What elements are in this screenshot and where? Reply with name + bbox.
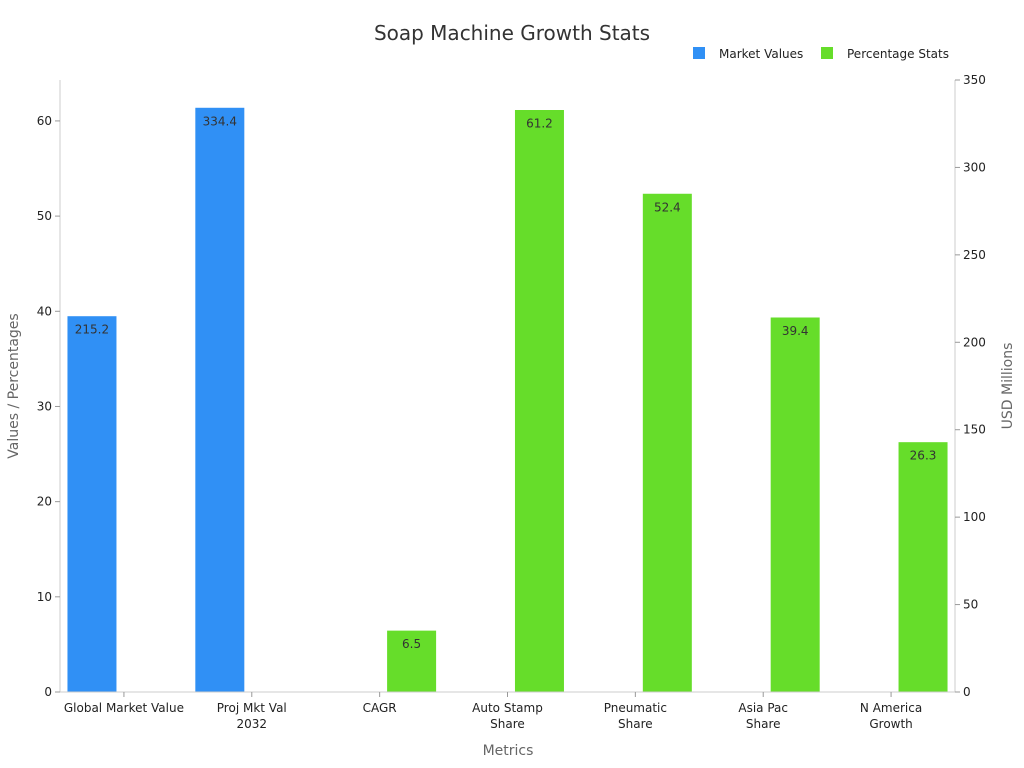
y-right-tick-label: 200: [963, 335, 986, 349]
x-axis-title: Metrics: [483, 743, 534, 759]
y-right-tick-label: 50: [963, 598, 978, 612]
x-tick-label: Asia Pac Share: [738, 701, 788, 731]
x-tick-label-line: Pneumatic: [604, 701, 667, 715]
x-tick-label-line: Asia Pac: [738, 701, 788, 715]
x-axis-ticks: Global Market Value Proj Mkt Val 2032 CAGR A…: [64, 692, 922, 731]
y-left-tick-label: 40: [37, 304, 52, 318]
x-tick-label-line: Share: [490, 717, 525, 731]
bar-value-label: 52.4: [654, 200, 681, 214]
bar-value-label: 334.4: [203, 114, 237, 128]
bars: 215.2 334.4 6.5 61.2 52.4 39.4 26.3: [66, 106, 949, 693]
y-left-tick-label: 20: [37, 495, 52, 509]
bar-percentage-stats: [386, 629, 438, 693]
bar-value-label: 6.5: [402, 637, 421, 651]
x-tick-label-line: Proj Mkt Val: [217, 701, 287, 715]
x-tick-label-line: Share: [618, 717, 653, 731]
x-tick-label: CAGR: [363, 701, 397, 715]
legend-label: Percentage Stats: [847, 47, 949, 61]
bar-value-label: 61.2: [526, 117, 553, 131]
y-axis-right-ticks: 0 50 100 150 200 250 300 350: [955, 73, 986, 699]
bar-percentage-stats: [513, 109, 565, 693]
y-right-tick-label: 150: [963, 423, 986, 437]
x-tick-label: Auto Stamp Share: [472, 701, 543, 731]
x-tick-label: Global Market Value: [64, 701, 184, 715]
y-axis-left-title: Values / Percentages: [6, 313, 22, 458]
y-left-tick-label: 30: [37, 399, 52, 413]
x-tick-label-line: N America: [860, 701, 922, 715]
y-left-tick-label: 50: [37, 209, 52, 223]
x-tick-label: N America Growth: [860, 701, 922, 731]
bar-percentage-stats: [769, 316, 821, 693]
x-tick-label-line: Auto Stamp: [472, 701, 543, 715]
y-right-tick-label: 350: [963, 73, 986, 87]
bar-value-label: 39.4: [782, 324, 809, 338]
x-tick-label: Pneumatic Share: [604, 701, 667, 731]
y-right-tick-label: 300: [963, 160, 986, 174]
y-right-tick-label: 250: [963, 248, 986, 262]
x-tick-label-line: 2032: [237, 717, 268, 731]
y-right-tick-label: 100: [963, 510, 986, 524]
x-tick-label-line: Share: [746, 717, 781, 731]
legend: Market Values Percentage Stats: [693, 47, 949, 61]
legend-swatch: [821, 47, 833, 59]
bar-market-values: [66, 315, 118, 693]
y-left-tick-label: 10: [37, 590, 52, 604]
y-axis-right-title: USD Millions: [1000, 343, 1016, 430]
x-tick-label-line: Growth: [869, 717, 912, 731]
bar-percentage-stats: [897, 441, 949, 693]
legend-swatch: [693, 47, 705, 59]
x-tick-label-line: CAGR: [363, 701, 397, 715]
chart-title: Soap Machine Growth Stats: [374, 21, 650, 45]
y-right-tick-label: 0: [963, 685, 971, 699]
axes: [59, 80, 956, 693]
bar-percentage-stats: [641, 192, 693, 693]
bar-value-label: 26.3: [910, 449, 937, 463]
bar-market-values: [194, 106, 246, 693]
x-tick-label: Proj Mkt Val 2032: [217, 701, 287, 731]
bar-value-label: 215.2: [75, 323, 109, 337]
y-left-tick-label: 0: [44, 685, 52, 699]
y-axis-left-ticks: 0 10 20 30 40 50 60: [37, 114, 60, 699]
legend-label: Market Values: [719, 47, 803, 61]
y-left-tick-label: 60: [37, 114, 52, 128]
x-tick-label-line: Global Market Value: [64, 701, 184, 715]
